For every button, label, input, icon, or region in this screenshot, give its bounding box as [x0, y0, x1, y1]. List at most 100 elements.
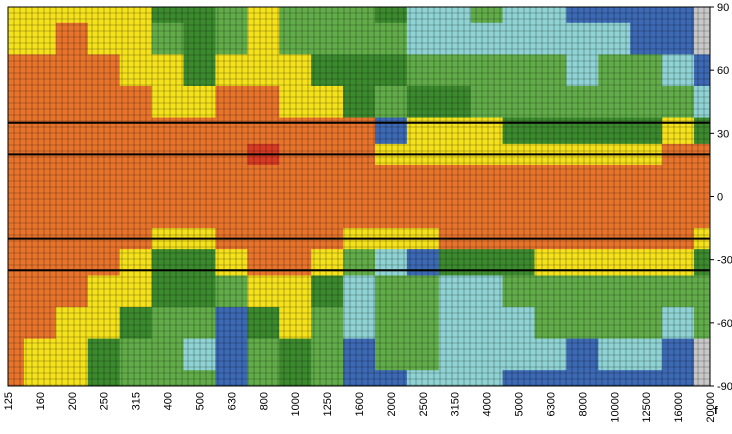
heatmap-cell — [502, 7, 535, 24]
x-tick-label: 125 — [3, 392, 15, 410]
heatmap-cell — [151, 185, 184, 208]
heatmap-cell — [119, 7, 153, 24]
heatmap-cell — [470, 85, 504, 119]
heatmap-cell — [534, 338, 567, 371]
heatmap-cell — [55, 338, 89, 371]
heatmap-cell — [23, 370, 57, 387]
heatmap-cell — [8, 54, 25, 87]
heatmap-cell — [374, 275, 408, 308]
heatmap-cell — [502, 164, 535, 187]
heatmap-cell — [662, 185, 695, 208]
heatmap-cell — [534, 275, 567, 308]
y-tick-label: -30 — [717, 255, 732, 267]
heatmap-cell — [438, 338, 472, 371]
heatmap-cell — [470, 338, 504, 371]
grid-lines — [7, 6, 711, 387]
heatmap-cell — [598, 275, 631, 308]
heatmap-cell — [183, 185, 216, 208]
heatmap-cell — [630, 307, 663, 340]
heatmap-cell — [119, 85, 153, 119]
heatmap-cell — [470, 117, 504, 145]
heatmap-cell — [247, 275, 280, 308]
heatmap-cell — [311, 307, 344, 340]
x-tick-label: 500 — [194, 392, 206, 410]
heatmap-cell — [55, 7, 89, 24]
heatmap-cell — [215, 22, 248, 55]
heatmap-cell — [374, 85, 408, 119]
heatmap-cell — [151, 22, 184, 55]
heatmap-cell — [247, 338, 280, 371]
heatmap-cell — [566, 275, 599, 308]
heatmap-cell — [694, 207, 711, 229]
heatmap-cell — [598, 164, 631, 187]
heatmap-cell — [598, 338, 631, 371]
heatmap-cell — [311, 22, 344, 55]
heatmap-cell — [630, 54, 663, 87]
heatmap-cell — [630, 22, 663, 55]
heatmap-cell — [438, 164, 472, 187]
heatmap-cell — [438, 249, 472, 276]
heatmap-cell — [55, 249, 89, 276]
heatmap-cell — [534, 249, 567, 276]
heatmap-cell — [247, 370, 280, 387]
heatmap-cell — [183, 275, 216, 308]
x-tick-label: 10000 — [609, 392, 621, 423]
x-tick-label: 2000 — [386, 392, 398, 416]
heatmap-cell — [374, 185, 408, 208]
heatmap-cell — [406, 370, 440, 387]
heatmap-cell — [406, 7, 440, 24]
heatmap-cell — [374, 207, 408, 229]
heatmap-cell — [311, 117, 344, 145]
heatmap-cell — [8, 85, 25, 119]
x-tick-label: 16000 — [673, 392, 685, 423]
heatmap-cell — [183, 207, 216, 229]
heatmap-cell — [215, 275, 248, 308]
heatmap-cell — [183, 7, 216, 24]
heatmap-cell — [502, 85, 535, 119]
heatmap-cell — [438, 54, 472, 87]
heatmap-cell — [87, 22, 121, 55]
heatmap-cell — [23, 22, 57, 55]
heatmap-cell — [279, 54, 312, 87]
heatmap-cell — [534, 22, 567, 55]
heatmap-cell — [566, 164, 599, 187]
heatmap-cell — [630, 164, 663, 187]
heatmap-cell — [438, 85, 472, 119]
heatmap-cell — [119, 370, 153, 387]
x-axis-ticks: 125 160 200 250 315 400 500 630 800 1000 1250 1600 2… — [3, 392, 717, 423]
heatmap-cell — [343, 185, 376, 208]
heatmap-cell — [119, 22, 153, 55]
heatmap-cell — [662, 164, 695, 187]
heatmap-cell — [87, 370, 121, 387]
heatmap-cell — [534, 185, 567, 208]
heatmap-cell — [8, 7, 25, 24]
heatmap-cell — [55, 164, 89, 187]
heatmap-cell — [8, 117, 25, 145]
heatmap-cell — [343, 85, 376, 119]
heatmap-cell — [630, 249, 663, 276]
x-tick-label: 6300 — [545, 392, 557, 416]
heatmap-cell — [662, 54, 695, 87]
heatmap-cell — [119, 164, 153, 187]
heatmap-cell — [279, 7, 312, 24]
heatmap-cell — [151, 370, 184, 387]
heatmap-cell — [215, 370, 248, 387]
heatmap-cell — [23, 338, 57, 371]
heatmap-cell — [151, 54, 184, 87]
heatmap-cell — [598, 370, 631, 387]
heatmap-cell — [279, 164, 312, 187]
heatmap-cell — [87, 207, 121, 229]
heatmap-cell — [470, 54, 504, 87]
heatmap-cell — [311, 207, 344, 229]
heatmap-cell — [470, 307, 504, 340]
heatmap-cell — [534, 85, 567, 119]
heatmap-cell — [215, 54, 248, 87]
heatmap-cell — [566, 7, 599, 24]
heatmap-cell — [8, 185, 25, 208]
heatmap-cell — [279, 185, 312, 208]
heatmap-cell — [502, 249, 535, 276]
heatmap-cell — [247, 54, 280, 87]
heatmap-cell — [662, 85, 695, 119]
heatmap-cell — [87, 164, 121, 187]
heatmap-cell — [311, 275, 344, 308]
